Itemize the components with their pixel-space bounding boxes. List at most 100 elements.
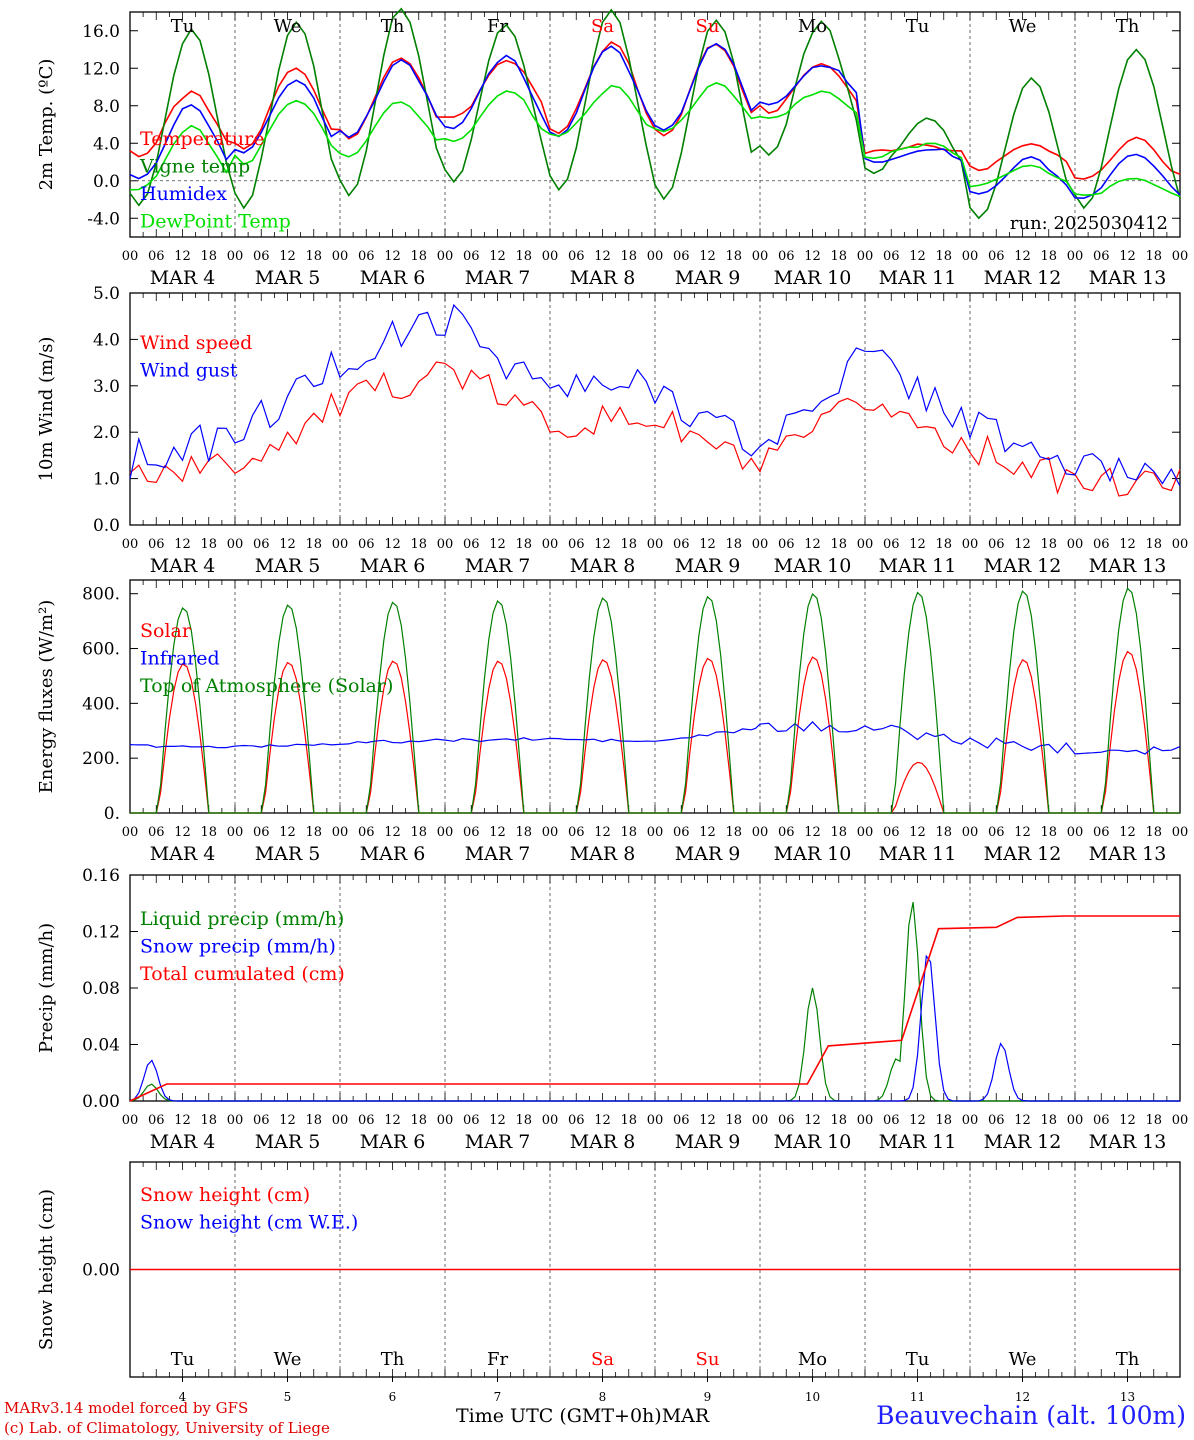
- hour-label: 18: [935, 1113, 952, 1128]
- hour-label: 18: [410, 825, 427, 840]
- hour-label: 18: [1040, 1113, 1057, 1128]
- day-name: Su: [696, 1349, 720, 1370]
- hour-label: 06: [1093, 1113, 1110, 1128]
- hour-label: 06: [673, 1113, 690, 1128]
- hour-label: 12: [909, 537, 926, 552]
- panel-3: [129, 579, 1181, 814]
- date-label: MAR 13: [1089, 843, 1167, 865]
- hour-label: 12: [699, 1113, 716, 1128]
- hour-label: 12: [699, 249, 716, 264]
- hour-label: 06: [568, 1113, 585, 1128]
- legend-temp: Temperature: [140, 128, 264, 150]
- hour-label: 18: [515, 1113, 532, 1128]
- day-number: 7: [494, 1390, 502, 1404]
- hour-label: 06: [673, 825, 690, 840]
- hour-label: 00: [962, 825, 979, 840]
- hour-label: 06: [463, 249, 480, 264]
- date-label: MAR 11: [879, 1131, 957, 1153]
- hour-label: 00: [122, 825, 139, 840]
- hour-label: 00: [1067, 1113, 1084, 1128]
- day-number: 11: [910, 1390, 925, 1404]
- date-label: MAR 8: [570, 267, 636, 289]
- hour-label: 00: [752, 249, 769, 264]
- hour-label: 18: [935, 537, 952, 552]
- day-name: We: [274, 16, 302, 37]
- day-name: We: [1009, 1349, 1037, 1370]
- time-axis-label: Time UTC (GMT+0h)MAR: [456, 1405, 709, 1427]
- date-label: MAR 4: [150, 1131, 216, 1153]
- hour-label: 00: [227, 537, 244, 552]
- hour-label: 12: [384, 249, 401, 264]
- y-tick-label: 0.16: [82, 866, 120, 886]
- date-label: MAR 12: [984, 555, 1062, 577]
- panel-4: [129, 874, 1181, 1102]
- date-label: MAR 5: [255, 1131, 321, 1153]
- hour-label: 18: [305, 1113, 322, 1128]
- hour-label: 12: [1014, 249, 1031, 264]
- hour-label: 18: [1040, 249, 1057, 264]
- hour-label: 12: [489, 825, 506, 840]
- hour-label: 00: [332, 537, 349, 552]
- hour-label: 00: [857, 1113, 874, 1128]
- date-label: MAR 9: [675, 555, 741, 577]
- date-label: MAR 12: [984, 267, 1062, 289]
- hour-label: 12: [279, 825, 296, 840]
- hour-label: 18: [725, 249, 742, 264]
- hour-label: 12: [594, 249, 611, 264]
- day-number: 9: [704, 1390, 712, 1404]
- hour-label: 12: [1119, 1113, 1136, 1128]
- hour-label: 00: [1172, 825, 1189, 840]
- hour-label: 00: [962, 1113, 979, 1128]
- y-tick-label: 0.08: [82, 979, 120, 999]
- hour-label: 12: [594, 537, 611, 552]
- day-name: Tu: [906, 16, 930, 37]
- hour-label: 12: [174, 249, 191, 264]
- hour-label: 18: [725, 1113, 742, 1128]
- date-label: MAR 5: [255, 267, 321, 289]
- day-name: Fr: [487, 1349, 508, 1370]
- legend-cum: Total cumulated (cm): [140, 963, 345, 985]
- hour-label: 18: [1145, 1113, 1162, 1128]
- hour-label: 06: [883, 537, 900, 552]
- legend-sh: Snow height (cm): [140, 1184, 310, 1206]
- hour-label: 06: [988, 1113, 1005, 1128]
- hour-label: 12: [489, 537, 506, 552]
- hour-label: 12: [1014, 825, 1031, 840]
- hour-label: 12: [804, 825, 821, 840]
- day-name: Sa: [591, 16, 614, 37]
- hour-label: 12: [804, 249, 821, 264]
- y-tick-label: 200.: [82, 749, 120, 769]
- date-label: MAR 6: [360, 555, 426, 577]
- y-tick-label: 0.12: [82, 923, 120, 943]
- hour-label: 18: [620, 249, 637, 264]
- hour-label: 18: [410, 249, 427, 264]
- y-tick-label: 4.0: [93, 134, 120, 154]
- hour-label: 18: [725, 825, 742, 840]
- hour-label: 12: [489, 1113, 506, 1128]
- hour-label: 06: [988, 825, 1005, 840]
- hour-label: 12: [174, 825, 191, 840]
- y-axis-label: 10m Wind (m/s): [36, 337, 57, 482]
- date-label: MAR 10: [774, 843, 852, 865]
- legend-wgust: Wind gust: [140, 360, 238, 382]
- hour-label: 06: [883, 825, 900, 840]
- hour-label: 12: [279, 249, 296, 264]
- date-label: MAR 6: [360, 843, 426, 865]
- hour-label: 06: [988, 249, 1005, 264]
- hour-label: 06: [358, 249, 375, 264]
- day-number: 4: [179, 1390, 187, 1404]
- hour-label: 00: [227, 825, 244, 840]
- hour-label: 06: [253, 537, 270, 552]
- hour-label: 18: [305, 537, 322, 552]
- hour-label: 00: [437, 537, 454, 552]
- hour-label: 12: [1014, 537, 1031, 552]
- hour-label: 12: [384, 537, 401, 552]
- university-credit-line: (c) Lab. of Climatology, University of L…: [4, 1419, 330, 1437]
- legend-solar: Solar: [140, 620, 192, 642]
- hour-label: 18: [200, 249, 217, 264]
- hour-label: 12: [1119, 825, 1136, 840]
- hour-label: 06: [673, 249, 690, 264]
- hour-label: 06: [463, 825, 480, 840]
- day-name: Tu: [171, 1349, 195, 1370]
- hour-label: 18: [620, 1113, 637, 1128]
